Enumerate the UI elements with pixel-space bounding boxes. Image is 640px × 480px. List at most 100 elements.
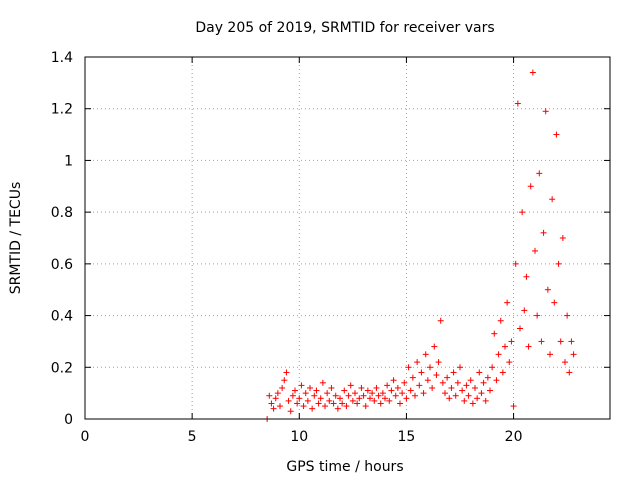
data-point — [512, 260, 519, 267]
data-point — [343, 403, 350, 410]
data-point — [315, 400, 322, 407]
data-point — [277, 403, 283, 410]
data-point — [491, 330, 498, 337]
data-point — [388, 387, 395, 394]
data-point — [474, 395, 481, 402]
data-point — [326, 397, 333, 404]
data-point — [514, 100, 521, 107]
data-point — [478, 390, 485, 397]
data-point — [527, 183, 534, 190]
data-point — [313, 387, 320, 394]
data-point — [525, 343, 532, 350]
data-point — [300, 403, 307, 410]
data-point — [397, 400, 403, 407]
data-point — [502, 343, 508, 350]
data-point — [557, 338, 564, 345]
data-point — [435, 359, 442, 366]
data-point — [529, 69, 536, 76]
data-point — [347, 382, 354, 389]
chart-title: Day 205 of 2019, SRMTID for receiver var… — [195, 20, 494, 36]
y-tick-label: 0.8 — [51, 205, 73, 221]
data-point — [536, 170, 543, 177]
data-point — [442, 390, 448, 397]
axis-ticks: 0 5 10 15 20 0 0.2 0.4 0.6 0.8 1 1.2 1.4 — [51, 50, 610, 445]
data-point — [352, 390, 358, 397]
data-point — [354, 400, 361, 407]
data-point — [437, 317, 444, 324]
data-point — [345, 392, 352, 399]
data-point — [510, 403, 517, 410]
data-point — [274, 390, 281, 397]
data-point — [349, 397, 356, 404]
data-point — [356, 395, 363, 402]
data-point — [495, 351, 502, 358]
data-point — [375, 392, 382, 399]
data-point — [294, 400, 301, 407]
data-point — [499, 369, 506, 376]
data-point — [465, 392, 472, 399]
data-point — [292, 387, 298, 394]
x-tick-label: 10 — [290, 429, 308, 445]
data-point — [493, 377, 500, 384]
grid-lines — [85, 57, 610, 419]
data-point — [570, 351, 577, 358]
data-point — [384, 382, 391, 389]
data-point — [414, 359, 421, 366]
data-point — [416, 382, 423, 389]
data-point — [401, 379, 408, 386]
data-point — [339, 400, 346, 407]
data-point — [409, 374, 416, 381]
data-point — [382, 395, 388, 402]
data-point — [298, 382, 305, 389]
data-point — [461, 397, 468, 404]
data-point — [506, 359, 513, 366]
y-tick-label: 0.6 — [51, 257, 73, 273]
data-point — [367, 395, 373, 402]
data-point — [307, 384, 313, 391]
data-point — [270, 405, 277, 412]
data-point — [369, 390, 376, 397]
y-tick-label: 1.4 — [51, 50, 73, 66]
data-point — [459, 387, 466, 394]
data-point — [452, 392, 459, 399]
data-point — [564, 312, 571, 319]
data-point — [568, 338, 575, 345]
data-point — [433, 372, 440, 379]
data-point — [547, 351, 553, 358]
data-point — [420, 390, 427, 397]
data-point — [431, 343, 438, 350]
data-point — [289, 392, 296, 399]
data-point — [544, 286, 551, 293]
data-point — [364, 387, 371, 394]
data-point — [268, 400, 275, 407]
data-point — [551, 299, 558, 306]
data-point — [403, 395, 410, 402]
data-point — [279, 384, 286, 391]
x-tick-label: 20 — [505, 429, 523, 445]
data-point — [469, 400, 476, 407]
data-point — [373, 384, 380, 391]
x-tick-label: 0 — [81, 429, 90, 445]
data-point — [390, 377, 397, 384]
data-point — [463, 382, 470, 389]
data-point — [542, 108, 549, 115]
data-point — [358, 384, 365, 391]
data-point — [519, 209, 526, 216]
data-point — [508, 338, 515, 345]
data-point — [362, 403, 369, 410]
data-point — [371, 397, 378, 404]
data-point — [311, 392, 318, 399]
data-point — [517, 325, 523, 332]
data-point — [562, 359, 568, 366]
y-tick-label: 1.2 — [51, 102, 73, 118]
data-point — [302, 390, 309, 397]
data-point — [319, 379, 326, 386]
y-tick-label: 1 — [64, 153, 73, 169]
data-point — [341, 387, 348, 394]
data-point — [429, 384, 436, 391]
y-tick-label: 0.2 — [51, 360, 73, 376]
y-tick-label: 0.4 — [51, 309, 73, 325]
data-point — [480, 379, 487, 386]
data-point — [497, 317, 504, 324]
x-axis-label: GPS time / hours — [286, 459, 403, 475]
